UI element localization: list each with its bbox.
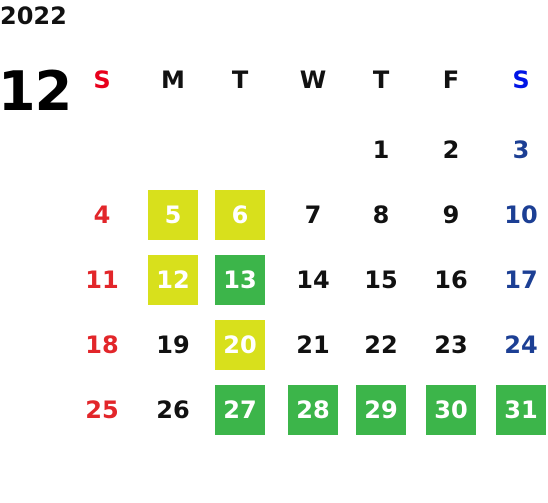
day-cell-11[interactable]: 11 bbox=[85, 266, 119, 294]
day-cell-5[interactable]: 5 bbox=[148, 190, 198, 240]
weekday-header-thu: T bbox=[372, 66, 390, 94]
day-cell-15[interactable]: 15 bbox=[364, 266, 398, 294]
weekday-header-mon: M bbox=[161, 66, 185, 94]
day-cell-18[interactable]: 18 bbox=[85, 331, 119, 359]
weekday-header-sun: S bbox=[93, 66, 111, 94]
day-cell-14[interactable]: 14 bbox=[296, 266, 330, 294]
day-cell-1[interactable]: 1 bbox=[372, 136, 390, 164]
day-cell-16[interactable]: 16 bbox=[434, 266, 468, 294]
day-cell-17[interactable]: 17 bbox=[504, 266, 538, 294]
day-cell-2[interactable]: 2 bbox=[442, 136, 460, 164]
day-cell-26[interactable]: 26 bbox=[156, 396, 190, 424]
day-cell-19[interactable]: 19 bbox=[156, 331, 190, 359]
day-cell-9[interactable]: 9 bbox=[442, 201, 460, 229]
weekday-header-fri: F bbox=[442, 66, 460, 94]
day-cell-27[interactable]: 27 bbox=[215, 385, 265, 435]
day-cell-21[interactable]: 21 bbox=[296, 331, 330, 359]
weekday-header-tue: T bbox=[231, 66, 249, 94]
day-cell-4[interactable]: 4 bbox=[93, 201, 111, 229]
weekday-header-wed: W bbox=[299, 66, 327, 94]
day-cell-23[interactable]: 23 bbox=[434, 331, 468, 359]
day-cell-10[interactable]: 10 bbox=[504, 201, 538, 229]
day-cell-8[interactable]: 8 bbox=[372, 201, 390, 229]
day-cell-22[interactable]: 22 bbox=[364, 331, 398, 359]
day-cell-6[interactable]: 6 bbox=[215, 190, 265, 240]
day-cell-20[interactable]: 20 bbox=[215, 320, 265, 370]
day-cell-24[interactable]: 24 bbox=[504, 331, 538, 359]
day-cell-30[interactable]: 30 bbox=[426, 385, 476, 435]
day-cell-7[interactable]: 7 bbox=[304, 201, 322, 229]
day-cell-3[interactable]: 3 bbox=[512, 136, 530, 164]
day-cell-25[interactable]: 25 bbox=[85, 396, 119, 424]
calendar-month: 12 bbox=[0, 60, 72, 123]
day-cell-13[interactable]: 13 bbox=[215, 255, 265, 305]
weekday-header-sat: S bbox=[512, 66, 530, 94]
day-cell-28[interactable]: 28 bbox=[288, 385, 338, 435]
day-cell-12[interactable]: 12 bbox=[148, 255, 198, 305]
day-cell-29[interactable]: 29 bbox=[356, 385, 406, 435]
calendar-year: 2022 bbox=[0, 2, 67, 30]
day-cell-31[interactable]: 31 bbox=[496, 385, 546, 435]
